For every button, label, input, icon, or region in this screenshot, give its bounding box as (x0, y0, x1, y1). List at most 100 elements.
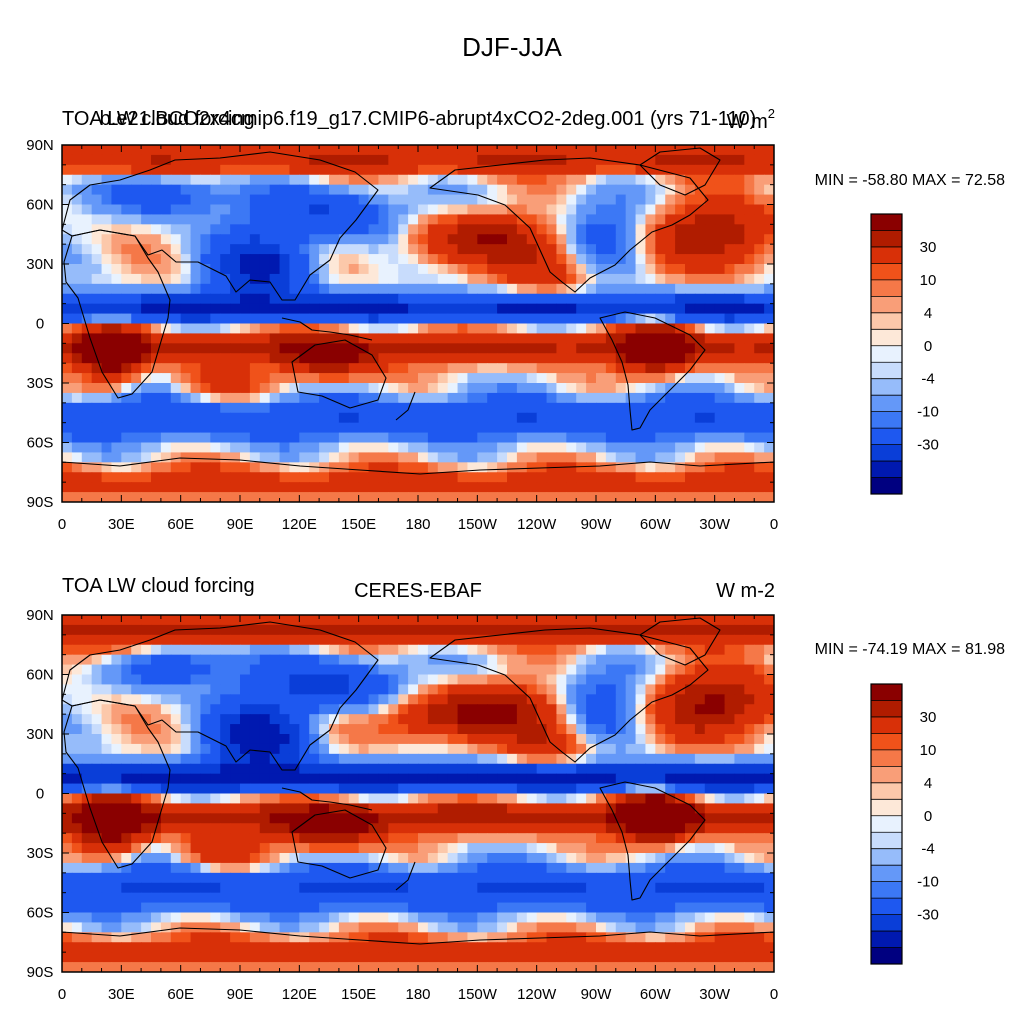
field-cell (457, 373, 469, 384)
field-cell (368, 194, 380, 206)
field-cell (388, 422, 399, 434)
field-cell (685, 615, 696, 626)
field-cell (754, 194, 765, 206)
field-cell (447, 654, 459, 666)
field-cell (289, 624, 300, 636)
field-cell (754, 872, 765, 884)
field-cell (249, 145, 261, 156)
field-cell (71, 902, 83, 914)
field-cell (160, 234, 172, 245)
field-cell (586, 813, 597, 824)
field-cell (685, 392, 696, 404)
field-cell (576, 472, 587, 483)
field-cell (596, 773, 607, 785)
field-cell (586, 664, 597, 676)
field-cell (516, 704, 528, 715)
field-cell (279, 734, 291, 745)
field-cell (71, 482, 83, 493)
field-cell (615, 793, 627, 805)
field-cell (289, 254, 300, 265)
field-cell (645, 843, 656, 854)
field-cell (704, 823, 716, 834)
field-cell (101, 833, 113, 844)
field-cell (467, 174, 478, 186)
field-cell (170, 783, 182, 795)
field-cell (615, 174, 627, 186)
field-cell (240, 343, 251, 354)
field-cell (427, 174, 439, 186)
field-cell (259, 882, 271, 894)
field-cell (437, 862, 449, 874)
field-cell (586, 872, 597, 884)
field-cell (605, 353, 617, 364)
field-cell (714, 333, 726, 344)
field-cell (180, 343, 192, 354)
field-cell (269, 743, 281, 755)
field-cell (348, 862, 360, 874)
field-cell (645, 615, 656, 626)
field-cell (289, 803, 300, 814)
field-cell (249, 214, 261, 225)
field-cell (160, 902, 172, 914)
field-cell (299, 392, 310, 404)
field-cell (556, 684, 567, 695)
field-cell (477, 902, 488, 914)
field-cell (200, 373, 211, 384)
field-cell (259, 234, 271, 245)
field-cell (210, 234, 221, 245)
field-cell (358, 402, 370, 414)
field-cell (81, 264, 93, 275)
field-cell (81, 734, 93, 745)
field-cell (408, 753, 419, 765)
field-cell (457, 194, 469, 206)
field-cell (160, 164, 172, 176)
field-cell (457, 492, 469, 502)
field-cell (141, 363, 152, 374)
field-cell (249, 823, 261, 834)
field-cell (734, 422, 745, 434)
field-cell (625, 333, 637, 344)
field-cell (309, 492, 320, 502)
field-cell (111, 783, 122, 795)
field-cell (685, 234, 696, 245)
field-cell (151, 283, 162, 295)
field-cell (516, 902, 528, 914)
field-cell (111, 432, 122, 444)
field-cell (526, 273, 538, 285)
field-cell (744, 892, 755, 904)
field-cell (408, 783, 419, 795)
field-cell (576, 174, 587, 186)
field-cell (507, 823, 518, 834)
field-cell (694, 763, 706, 775)
field-cell (210, 634, 221, 646)
field-cell (200, 634, 211, 646)
field-cell (615, 154, 627, 166)
field-cell (180, 313, 192, 325)
field-cell (398, 145, 409, 156)
field-cell (249, 813, 261, 824)
field-cell (259, 743, 271, 755)
field-cell (635, 823, 647, 834)
field-cell (368, 174, 380, 186)
field-cell (546, 902, 558, 914)
field-cell (754, 373, 765, 384)
field-cell (536, 724, 548, 735)
field-cell (744, 373, 755, 384)
field-cell (348, 214, 360, 225)
field-cell (487, 823, 498, 834)
field-cell (714, 164, 726, 176)
field-cell (655, 624, 666, 636)
field-cell (754, 174, 765, 186)
field-cell (566, 615, 577, 626)
field-cell (309, 694, 320, 705)
field-cell (71, 793, 83, 805)
field-cell (427, 763, 439, 775)
field-cell (487, 684, 498, 695)
field-cell (259, 694, 271, 705)
field-cell (457, 323, 469, 335)
field-cell (714, 353, 726, 364)
field-cell (714, 753, 726, 765)
field-cell (764, 763, 774, 775)
field-cell (497, 813, 508, 824)
field-cell (487, 482, 498, 493)
